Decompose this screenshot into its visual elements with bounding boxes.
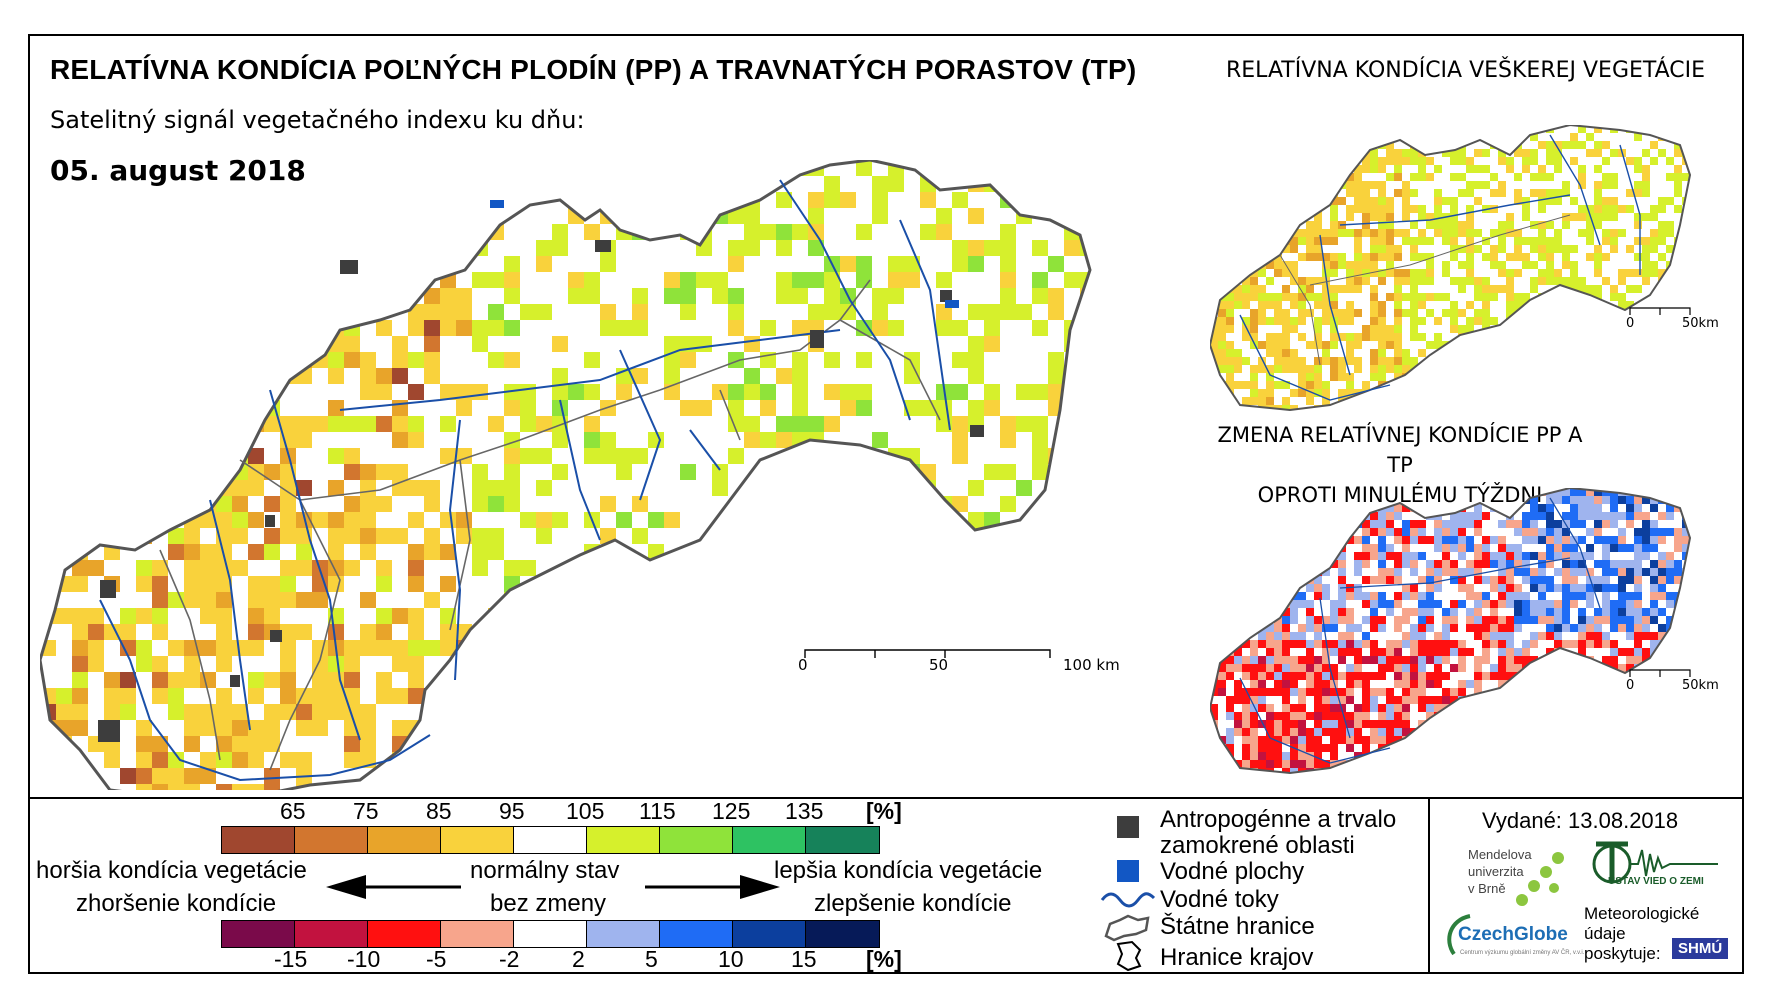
subtitle: Satelitný signál vegetačného indexu ku d… <box>50 106 585 134</box>
change-swatch <box>733 921 806 947</box>
change-swatch <box>806 921 879 947</box>
change-swatch <box>514 921 587 947</box>
tick-label: 135 <box>785 798 824 824</box>
better-change-label: zlepšenie kondície <box>814 890 1012 917</box>
worse-condition-label: horšia kondícia vegetácie <box>36 857 307 884</box>
anthropogenic-swatch <box>1117 816 1139 838</box>
czechglobe-swoosh-icon <box>1447 914 1471 956</box>
tick-label: 65 <box>280 798 306 824</box>
change-title-line1: ZMENA RELATÍVNEJ KONDÍCIE PP A TP <box>1217 423 1583 477</box>
meteo-line1: Meteorologické <box>1584 904 1700 923</box>
condition-unit: [%] <box>866 798 902 824</box>
change-swatch <box>441 921 514 947</box>
legend-divider-right <box>1428 797 1430 974</box>
state-border-icon <box>1104 914 1150 942</box>
change-title: ZMENA RELATÍVNEJ KONDÍCIE PP A TP OPROTI… <box>1205 420 1595 510</box>
region-border-icon <box>1116 940 1142 972</box>
tick-label: -2 <box>499 946 520 972</box>
weekly-change-map <box>1210 488 1691 774</box>
condition-swatch <box>295 827 368 853</box>
tick-label: 15 <box>791 946 817 972</box>
normal-label: normálny stav <box>470 857 620 884</box>
tick-label: 10 <box>718 946 744 972</box>
scale-label-0: 0 <box>798 656 808 674</box>
change-swatch <box>222 921 295 947</box>
right-title: RELATÍVNA KONDÍCIA VEŠKEREJ VEGETÁCIE <box>1226 58 1706 83</box>
condition-colorbar <box>221 826 880 854</box>
condition-swatch <box>514 827 587 853</box>
meteo-line3: poskytuje: <box>1584 944 1661 963</box>
all-vegetation-map <box>1210 125 1691 411</box>
tick-label: 105 <box>566 798 605 824</box>
issued-date: Vydané: 13.08.2018 <box>1482 808 1679 833</box>
condition-swatch <box>587 827 660 853</box>
report-date: 05. august 2018 <box>50 154 306 187</box>
scale-label-100: 100 km <box>1063 656 1120 674</box>
tick-label: -15 <box>274 946 308 972</box>
tick-label: 85 <box>426 798 452 824</box>
condition-swatch <box>441 827 514 853</box>
small-bottom-scale-50: 50km <box>1682 678 1719 693</box>
tick-label: 2 <box>572 946 585 972</box>
change-swatch <box>295 921 368 947</box>
right-arrow-icon <box>645 875 780 899</box>
uvz-logo-icon <box>1592 841 1718 884</box>
main-scalebar <box>804 649 1051 658</box>
czechglobe-logo: CzechGlobe <box>1458 924 1568 945</box>
river-icon <box>1100 892 1155 908</box>
condition-swatch <box>806 827 879 853</box>
small-top-scalebar <box>1629 307 1691 315</box>
better-condition-label: lepšia kondícia vegetácie <box>774 857 1043 884</box>
small-bottom-scalebar <box>1629 669 1691 677</box>
rivers-label: Vodné toky <box>1160 886 1279 913</box>
main-title: RELATÍVNA KONDÍCIA POĽNÝCH PLODÍN (PP) A… <box>50 54 1137 85</box>
change-unit: [%] <box>866 946 902 972</box>
anthropogenic-label-2: zamokrené oblasti <box>1160 832 1355 859</box>
state-border-label: Štátne hranice <box>1160 913 1315 940</box>
tick-label: 75 <box>353 798 379 824</box>
water-swatch <box>1117 860 1139 882</box>
mendel-logo-icon <box>1516 852 1564 906</box>
change-colorbar <box>221 920 880 948</box>
no-change-label: bez zmeny <box>490 890 607 917</box>
czechglobe-subtitle: Centrum výzkumu globální změny AV ČR, v.… <box>1460 950 1585 956</box>
worse-change-label: zhoršenie kondície <box>76 890 277 917</box>
change-swatch <box>368 921 441 947</box>
tick-label: -10 <box>347 946 381 972</box>
tick-label: 5 <box>645 946 658 972</box>
condition-swatch <box>660 827 733 853</box>
shmu-logo: SHMÚ <box>1672 938 1729 959</box>
scale-label-50: 50 <box>929 656 949 674</box>
condition-swatch <box>733 827 806 853</box>
tick-label: -5 <box>426 946 447 972</box>
uvz-name: ÚSTAV VIED O ZEMI <box>1608 876 1704 887</box>
mendel-line1: Mendelova <box>1468 847 1532 862</box>
legend-divider <box>28 797 1744 799</box>
anthropogenic-label-1: Antropogénne a trvalo <box>1160 806 1397 833</box>
change-swatch <box>660 921 733 947</box>
small-top-scale-0: 0 <box>1626 316 1635 331</box>
tick-label: 95 <box>499 798 525 824</box>
left-arrow-icon <box>326 875 461 899</box>
main-map <box>40 160 1092 790</box>
water-bodies-label: Vodné plochy <box>1160 858 1305 885</box>
mendel-line2: univerzita <box>1468 864 1524 879</box>
change-swatch <box>587 921 660 947</box>
condition-swatch <box>368 827 441 853</box>
tick-label: 115 <box>639 798 676 824</box>
region-border-label: Hranice krajov <box>1160 944 1314 971</box>
meteo-line2: údaje <box>1584 924 1626 943</box>
small-bottom-scale-0: 0 <box>1626 678 1635 693</box>
condition-swatch <box>222 827 295 853</box>
tick-label: 125 <box>712 798 751 824</box>
mendel-line3: v Brně <box>1468 881 1506 896</box>
small-top-scale-50: 50km <box>1682 316 1719 331</box>
